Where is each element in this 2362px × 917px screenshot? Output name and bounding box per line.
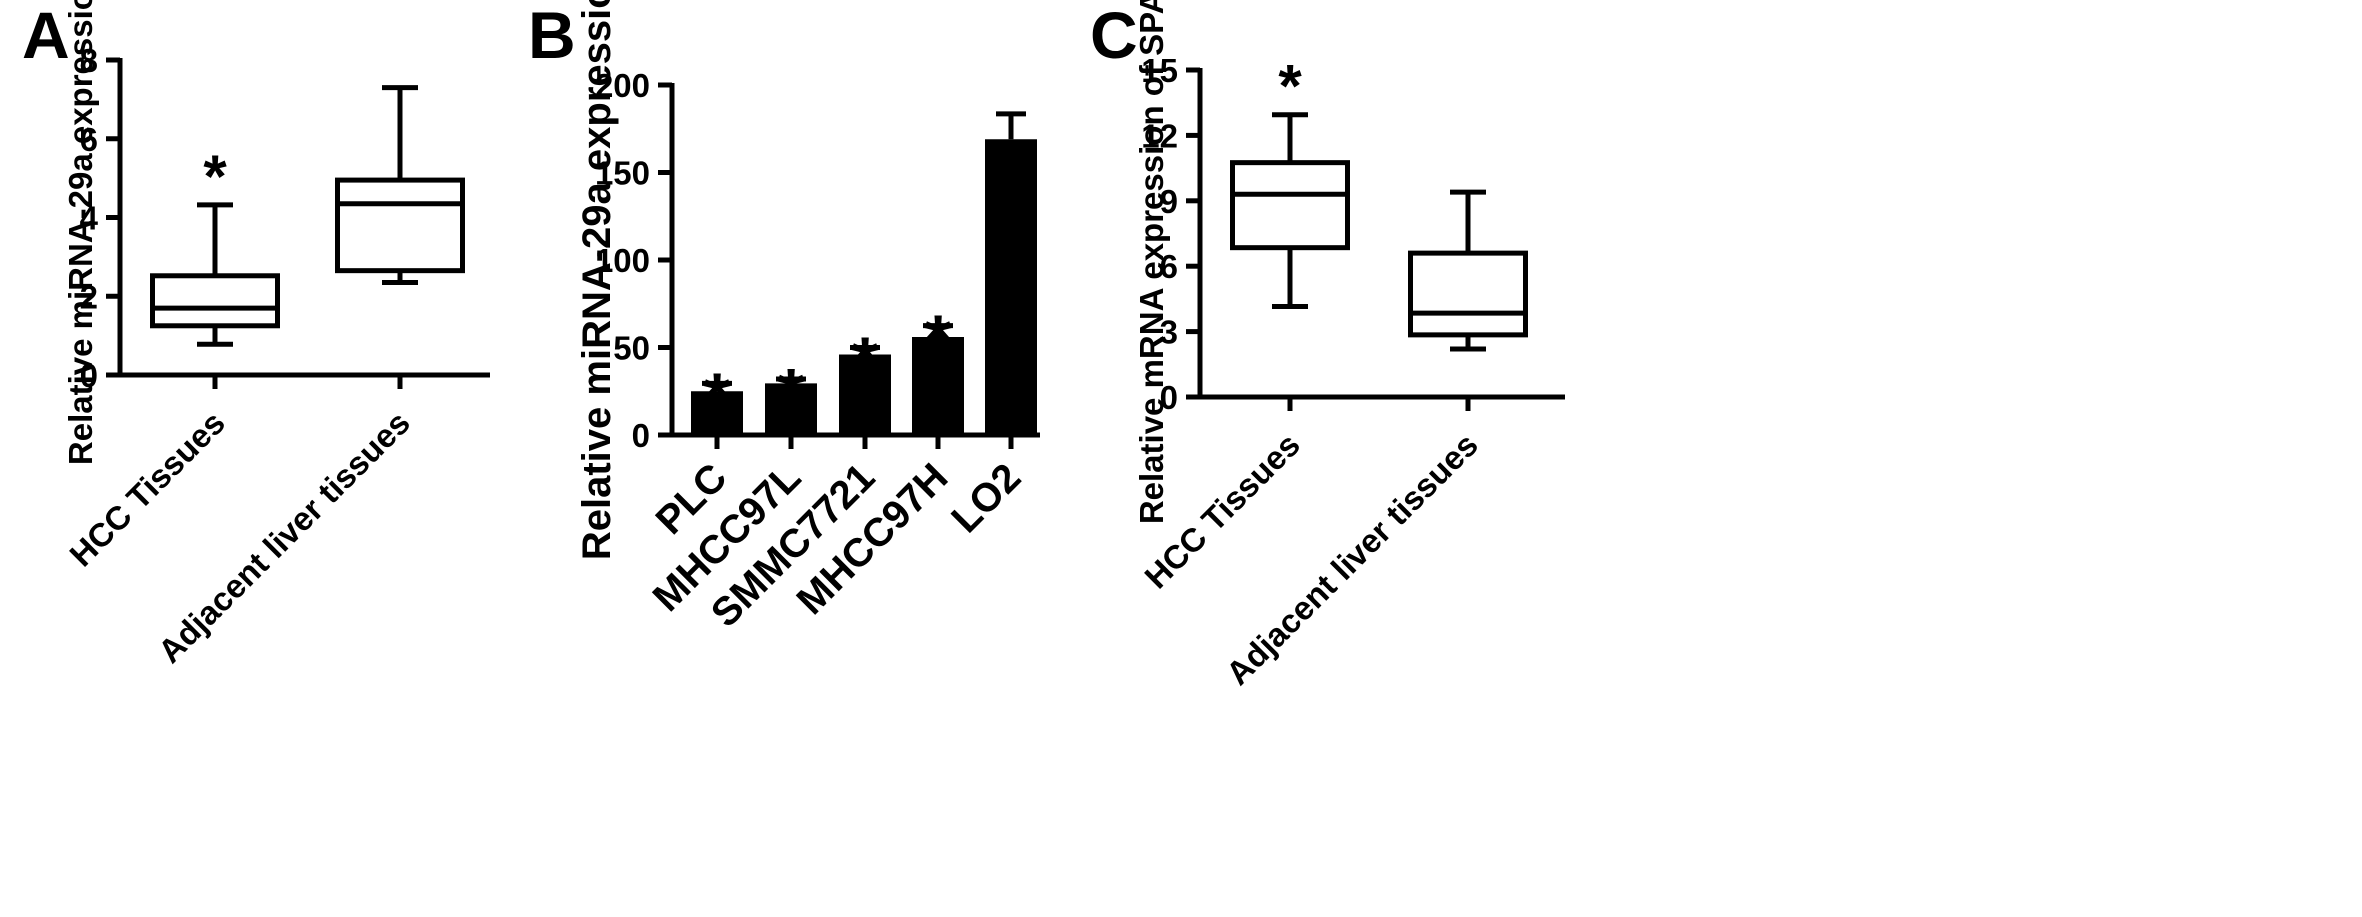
y-axis-title: Relative mRNA expression of SPACR xyxy=(1133,0,1170,524)
iqr-box xyxy=(335,177,465,274)
y-tick-label: 2 xyxy=(80,278,98,315)
significance-marker: * xyxy=(924,301,952,379)
significance-marker: * xyxy=(777,354,805,432)
significance-marker: * xyxy=(1278,53,1302,120)
bar xyxy=(839,354,891,435)
y-tick-label: 50 xyxy=(613,330,650,367)
y-tick-label: 150 xyxy=(595,155,650,192)
y-tick-label: 6 xyxy=(1160,248,1178,285)
box-plot: * xyxy=(1230,53,1350,310)
box-plot: * xyxy=(150,143,280,347)
panel-letter: A xyxy=(22,0,70,72)
y-tick-label: 0 xyxy=(632,417,650,454)
y-tick-label: 200 xyxy=(595,67,650,104)
significance-marker: * xyxy=(851,323,879,401)
bar xyxy=(691,391,743,435)
bar xyxy=(912,337,964,435)
box-plot xyxy=(335,85,465,285)
y-tick-label: 0 xyxy=(80,357,98,394)
bar xyxy=(985,139,1037,435)
y-tick-label: 3 xyxy=(1160,314,1178,351)
significance-marker: * xyxy=(203,143,227,210)
iqr-box xyxy=(1408,250,1528,338)
y-tick-label: 4 xyxy=(80,200,99,237)
y-tick-label: 0 xyxy=(1160,379,1178,416)
iqr-box xyxy=(150,273,280,329)
y-tick-label: 6 xyxy=(80,121,98,158)
y-axis-title: Relative miRNA-29a expression xyxy=(575,0,619,560)
bar xyxy=(765,383,817,435)
x-category-label: LO2 xyxy=(943,455,1029,541)
box-plot xyxy=(1408,189,1528,352)
y-tick-label: 8 xyxy=(80,42,98,79)
y-tick-label: 15 xyxy=(1141,52,1178,89)
panel-letter: C xyxy=(1090,0,1138,72)
panel-letter: B xyxy=(528,0,576,72)
y-axis-title: Relative miRNA-29a expression xyxy=(62,0,99,465)
y-tick-label: 9 xyxy=(1160,183,1178,220)
y-tick-label: 12 xyxy=(1141,117,1178,154)
iqr-box xyxy=(1230,160,1350,251)
significance-marker: * xyxy=(703,358,731,436)
y-tick-label: 100 xyxy=(595,242,650,279)
